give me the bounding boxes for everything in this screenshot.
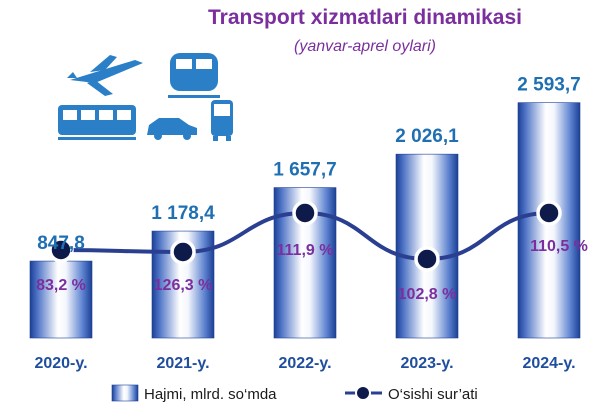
category-label: 2022-y.: [278, 355, 331, 372]
legend: Hajmi, mlrd. so‘mda O‘sishi sur’ati: [111, 384, 478, 403]
legend-marker-swatch: [355, 385, 371, 401]
transport-icons: [58, 53, 233, 141]
airplane-icon: [67, 55, 143, 96]
category-label: 2020-y.: [34, 355, 87, 372]
car-icon: [147, 118, 197, 140]
bar: [395, 153, 459, 339]
growth-marker: [414, 246, 440, 272]
growth-value-label: 110,5 %: [530, 238, 588, 255]
tram-icon: [58, 105, 136, 140]
growth-marker: [536, 200, 562, 226]
growth-marker: [292, 200, 318, 226]
chart-subtitle: (yanvar-aprel oylari): [294, 38, 436, 55]
data-labels: 847,8 2020-y. 1 178,4 2021-y. 1 657,7 2022-y.…: [34, 75, 587, 372]
bar-value-label: 847,8: [37, 233, 85, 254]
growth-value-label: 83,2 %: [36, 277, 86, 294]
category-label: 2021-y.: [156, 355, 209, 372]
bus-icon: [211, 100, 233, 141]
growth-value-label: 102,8 %: [398, 286, 457, 303]
legend-bar-label: Hajmi, mlrd. so‘mda: [144, 386, 277, 403]
bar: [29, 260, 93, 339]
legend-line-label: O‘sishi sur’ati: [388, 386, 478, 403]
chart-title: Transport xizmatlari dinamikasi: [208, 6, 522, 29]
growth-value-label: 126,3 %: [154, 277, 213, 294]
legend-bar-swatch: [111, 384, 139, 402]
line-series: [48, 200, 562, 272]
growth-marker: [170, 239, 196, 265]
bar-value-label: 2 593,7: [517, 75, 580, 96]
category-label: 2024-y.: [522, 355, 575, 372]
train-icon: [168, 53, 220, 98]
bar-value-label: 1 178,4: [151, 203, 215, 224]
growth-value-label: 111,9 %: [277, 242, 334, 259]
bar-value-label: 2 026,1: [395, 126, 459, 147]
category-label: 2023-y.: [400, 355, 453, 372]
bar-value-label: 1 657,7: [273, 160, 336, 181]
growth-marker: [48, 237, 74, 263]
